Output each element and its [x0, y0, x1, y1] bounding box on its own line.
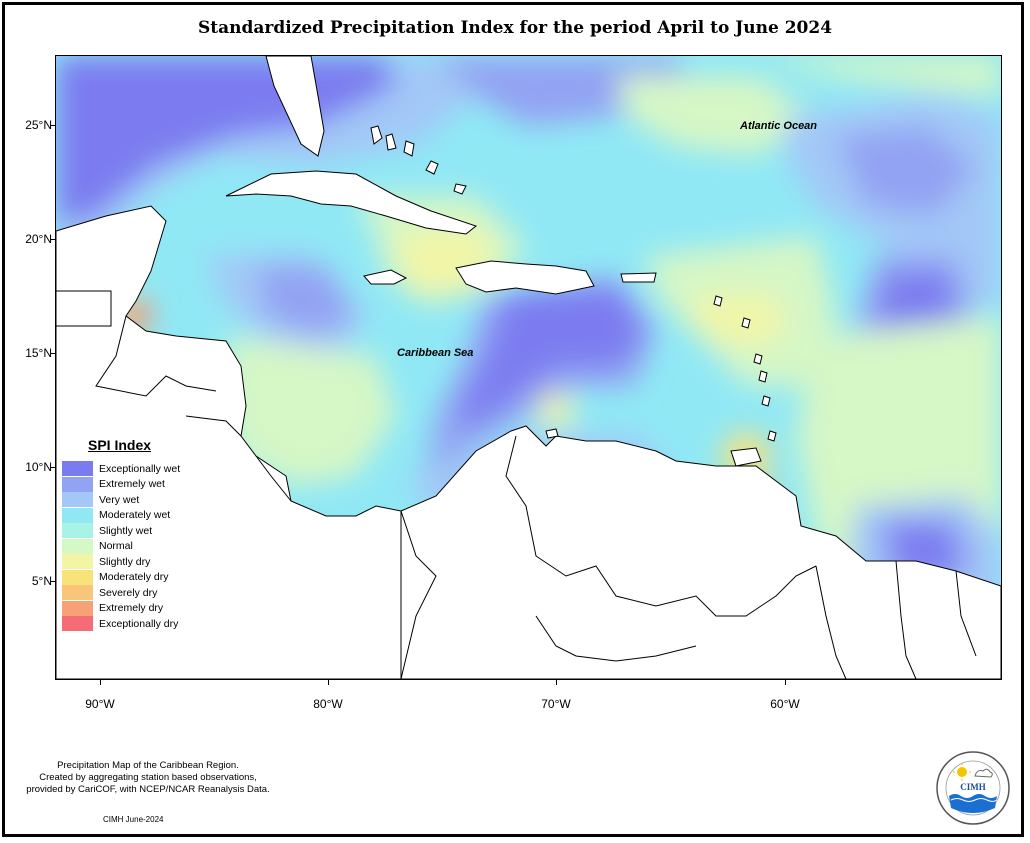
legend-item: Exceptionally dry: [62, 616, 212, 632]
legend-swatch: [62, 569, 93, 585]
logo-text: CIMH: [960, 782, 986, 792]
legend-swatch: [62, 585, 93, 601]
spi-map: [55, 55, 1002, 680]
lat-label-15n: 15°N: [25, 346, 52, 360]
spi-map-canvas: [56, 56, 1001, 679]
legend-label: Moderately dry: [99, 571, 169, 584]
lat-tick: [50, 125, 55, 126]
legend-label: Exceptionally wet: [99, 462, 181, 475]
legend-swatch: [62, 492, 93, 508]
spi-legend: SPI Index Exceptionally wet Extremely wet…: [62, 437, 212, 632]
legend-label: Slightly wet: [99, 524, 153, 537]
lat-label-25n: 25°N: [25, 118, 52, 132]
lat-label-20n: 20°N: [25, 232, 52, 246]
map-title: Standardized Precipitation Index for the…: [197, 18, 833, 38]
legend-swatch: [62, 461, 93, 477]
lon-tick: [785, 680, 786, 685]
legend-swatch: [62, 538, 93, 554]
borders: [56, 290, 977, 679]
lon-label-60w: 60°W: [770, 697, 800, 711]
lat-tick: [50, 239, 55, 240]
legend-item: Exceptionally wet: [62, 461, 212, 477]
legend-item: Slightly wet: [62, 523, 212, 539]
cimh-logo: CIMH: [935, 750, 1011, 826]
legend-label: Exceptionally dry: [99, 617, 179, 630]
legend-label: Extremely dry: [99, 602, 164, 615]
credit-text: CIMH June-2024: [103, 815, 164, 824]
lat-tick: [50, 353, 55, 354]
footnote-line: Created by aggregating station based obs…: [39, 772, 257, 783]
lat-tick: [50, 581, 55, 582]
legend-swatch: [62, 616, 93, 632]
legend-swatch: [62, 507, 93, 523]
cimh-logo-icon: CIMH: [936, 751, 1010, 825]
lon-tick: [100, 680, 101, 685]
lat-label-10n: 10°N: [25, 460, 52, 474]
atlantic-ocean-label: Atlantic Ocean: [740, 120, 818, 132]
legend-label: Very wet: [99, 493, 140, 506]
legend-label: Extremely wet: [99, 478, 165, 491]
legend-item: Slightly dry: [62, 554, 212, 570]
lon-tick: [556, 680, 557, 685]
legend-item: Extremely wet: [62, 476, 212, 493]
lon-label-80w: 80°W: [313, 697, 343, 711]
legend-item: Extremely dry: [62, 600, 212, 617]
land: [56, 56, 1001, 679]
legend-item: Very wet: [62, 492, 212, 508]
lon-tick: [328, 680, 329, 685]
footnote-line: provided by CariCOF, with NCEP/NCAR Rean…: [26, 784, 270, 795]
legend-rows: Exceptionally wet Extremely wet Very wet Mo…: [62, 461, 212, 632]
lat-tick: [50, 467, 55, 468]
legend-swatch: [62, 554, 93, 570]
footnote: Precipitation Map of the Caribbean Regio…: [8, 760, 288, 796]
legend-label: Severely dry: [99, 586, 158, 599]
legend-item: Normal: [62, 538, 212, 555]
legend-item: Severely dry: [62, 585, 212, 601]
lon-label-70w: 70°W: [541, 697, 571, 711]
lat-label-5n: 5°N: [31, 574, 52, 588]
caribbean-sea-label: Caribbean Sea: [397, 347, 474, 359]
legend-item: Moderately dry: [62, 569, 212, 586]
legend-label: Moderately wet: [99, 509, 171, 522]
legend-title: SPI Index: [88, 437, 152, 453]
lon-label-90w: 90°W: [85, 697, 115, 711]
legend-label: Slightly dry: [99, 555, 151, 568]
legend-swatch: [62, 476, 93, 492]
legend-swatch: [62, 600, 93, 616]
footnote-line: Precipitation Map of the Caribbean Regio…: [57, 760, 239, 771]
legend-item: Moderately wet: [62, 507, 212, 524]
legend-swatch: [62, 523, 93, 539]
legend-label: Normal: [99, 540, 133, 553]
